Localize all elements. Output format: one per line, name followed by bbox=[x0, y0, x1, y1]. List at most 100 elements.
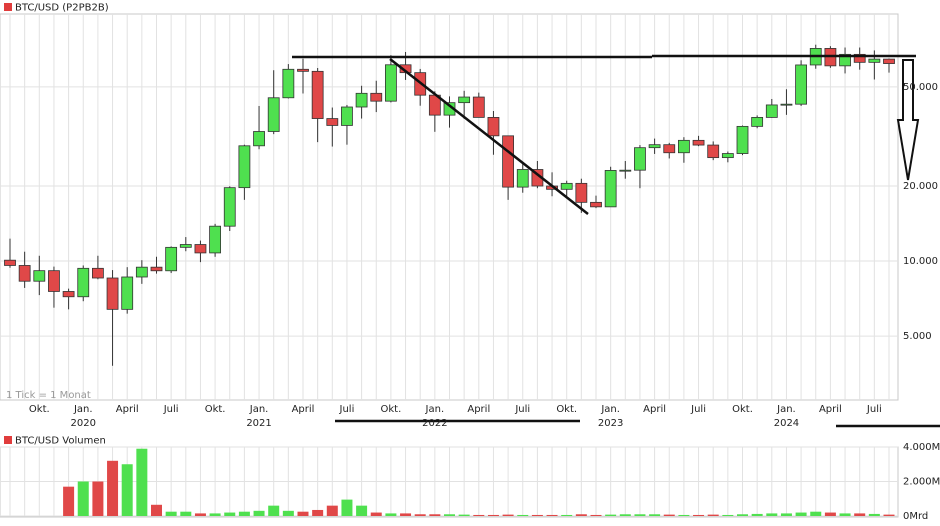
down-arrow bbox=[896, 59, 920, 181]
volume-bar bbox=[707, 514, 719, 516]
candle-body bbox=[4, 259, 16, 266]
candle-body bbox=[92, 267, 104, 279]
volume-bar bbox=[575, 514, 587, 516]
candle-body bbox=[106, 277, 119, 310]
x-tick-label: April bbox=[819, 404, 842, 415]
volume-bar bbox=[444, 514, 455, 516]
x-tick-label: Okt. bbox=[29, 404, 50, 415]
volume-bar bbox=[429, 514, 441, 516]
volume-bar bbox=[810, 511, 822, 516]
volume-bar bbox=[766, 513, 778, 516]
candle-body bbox=[326, 118, 339, 126]
candle-body bbox=[311, 70, 324, 119]
candle-body bbox=[751, 117, 764, 127]
trend-line bbox=[389, 58, 589, 215]
candle-body bbox=[150, 266, 163, 272]
volume-bar bbox=[92, 481, 104, 516]
legend-label: BTC/USD (P2PB2B) bbox=[15, 3, 109, 14]
volume-bar bbox=[605, 514, 617, 516]
candle-body bbox=[223, 187, 236, 227]
candle-body bbox=[48, 270, 60, 292]
x-tick-label: April bbox=[116, 404, 139, 415]
candle-body bbox=[707, 144, 720, 159]
volume-bar bbox=[839, 513, 851, 516]
x-year-label: 2022 bbox=[422, 418, 447, 429]
x-year-label: 2020 bbox=[71, 418, 96, 429]
y-tick-label: 0Mrd bbox=[903, 511, 928, 522]
volume-bar bbox=[209, 513, 221, 516]
candle-body bbox=[384, 64, 397, 102]
volume-bar bbox=[458, 514, 470, 516]
candle-body bbox=[77, 267, 90, 298]
volume-bar bbox=[780, 513, 792, 516]
x-tick-label: Juli bbox=[690, 404, 706, 415]
volume-bar bbox=[224, 512, 236, 516]
volume-bar bbox=[238, 511, 250, 516]
volume-bar bbox=[370, 512, 382, 516]
volume-bar bbox=[854, 513, 866, 516]
x-tick-label: Okt. bbox=[381, 404, 402, 415]
volume-bar bbox=[151, 504, 162, 516]
volume-bar bbox=[312, 509, 324, 516]
candle-body bbox=[868, 58, 881, 63]
x-tick-label: Okt. bbox=[732, 404, 753, 415]
volume-bar bbox=[634, 514, 646, 516]
candle-body bbox=[575, 182, 588, 203]
volume-bar bbox=[400, 513, 412, 516]
y-tick-label: 20.000 bbox=[903, 181, 938, 192]
candle-body bbox=[267, 97, 280, 132]
volume-bar bbox=[253, 510, 265, 516]
volume-bar bbox=[63, 486, 75, 516]
volume-bar bbox=[824, 512, 836, 516]
x-year-label: 2024 bbox=[774, 418, 799, 429]
x-tick-label: Jan. bbox=[600, 404, 620, 415]
volume-bar bbox=[194, 513, 206, 516]
candle-body bbox=[121, 276, 134, 310]
candle-body bbox=[795, 64, 807, 105]
volume-bar bbox=[546, 514, 558, 516]
y-tick-label: 50.000 bbox=[903, 82, 938, 93]
x-tick-label: Juli bbox=[514, 404, 530, 415]
candle-body bbox=[194, 244, 207, 254]
volume-bar bbox=[341, 499, 353, 516]
volume-bar bbox=[751, 513, 763, 516]
volume-bar bbox=[868, 513, 880, 516]
volume-bar bbox=[502, 514, 514, 516]
volume-bar bbox=[678, 514, 690, 516]
volume-bar bbox=[737, 514, 748, 516]
candle-body bbox=[560, 182, 573, 190]
x-tick-label: Juli bbox=[163, 404, 179, 415]
candle-body bbox=[165, 246, 178, 272]
volume-bar bbox=[531, 514, 543, 516]
candle-body bbox=[619, 169, 632, 172]
tick-note: 1 Tick = 1 Monat bbox=[6, 390, 91, 401]
candle-body bbox=[355, 92, 368, 108]
candle-body bbox=[487, 117, 500, 137]
candle-body bbox=[502, 135, 515, 188]
candle-body bbox=[883, 58, 895, 64]
volume-bar bbox=[107, 460, 119, 516]
volume-bar bbox=[282, 510, 294, 516]
x-tick-label: Okt. bbox=[205, 404, 226, 415]
candle-body bbox=[765, 104, 778, 118]
volume-bar bbox=[722, 514, 734, 516]
volume-bar bbox=[77, 481, 89, 516]
x-tick-label: Jan. bbox=[249, 404, 269, 415]
grid bbox=[0, 14, 898, 517]
x-tick-label: Juli bbox=[339, 404, 355, 415]
legend-swatch bbox=[4, 3, 12, 11]
candle-body bbox=[253, 131, 265, 147]
x-tick-label: Okt. bbox=[556, 404, 577, 415]
legend-swatch bbox=[4, 436, 12, 444]
volume-bar bbox=[649, 514, 661, 516]
candle-body bbox=[721, 153, 734, 159]
volume-bar bbox=[297, 511, 309, 516]
candle-body bbox=[33, 270, 46, 282]
volume-bar bbox=[414, 514, 426, 516]
candle-body bbox=[370, 92, 383, 102]
candle-body bbox=[18, 265, 31, 282]
candle-body bbox=[634, 147, 646, 171]
marks bbox=[4, 44, 895, 516]
